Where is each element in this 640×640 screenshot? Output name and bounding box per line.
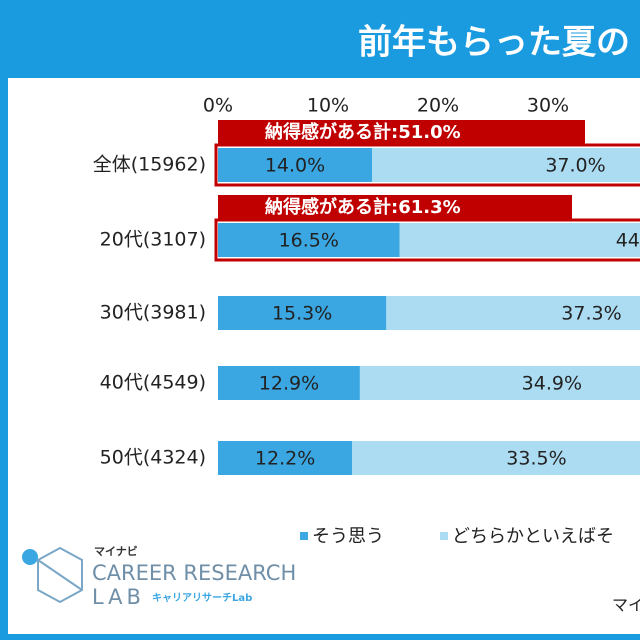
logo-line2: LAB [92, 585, 145, 609]
legend-swatch [300, 532, 308, 540]
chart-title: 前年もらった夏の [358, 23, 630, 63]
bar-segment [352, 441, 640, 475]
value-label: 34.9% [522, 373, 582, 395]
value-label: 12.2% [255, 448, 315, 470]
value-label: 14.0% [265, 155, 325, 177]
bar-segment [218, 223, 400, 257]
x-tick-label: 10% [307, 95, 349, 117]
x-tick-label: 20% [417, 95, 459, 117]
y-tick-label: 全体(15962) [93, 154, 206, 176]
y-tick-label: 30代(3981) [100, 302, 206, 324]
value-label: 33.5% [506, 448, 566, 470]
value-label: 37.3% [561, 303, 621, 325]
logo: マイナビ CAREER RESEARCH LAB キャリアリサーチLab [22, 544, 296, 609]
bar-segment [399, 223, 640, 257]
legend-label: そう思う [312, 526, 384, 547]
y-tick-label: 20代(3107) [100, 229, 206, 251]
bar-segment [372, 148, 640, 182]
bar-segment [218, 296, 387, 330]
logo-icon-line [37, 559, 83, 591]
legend-swatch [440, 532, 448, 540]
bar-segment [218, 441, 353, 475]
bar-segment [386, 296, 640, 330]
annotation-text: 納得感がある計:61.3% [265, 196, 461, 218]
value-label: 16.5% [279, 230, 339, 252]
bar-segment [218, 366, 360, 400]
y-tick-label: 40代(4549) [100, 372, 206, 394]
value-label: 37.0% [545, 155, 605, 177]
bar-segment [359, 366, 640, 400]
logo-brand: マイナビ [94, 544, 138, 558]
source: マイ [612, 596, 640, 615]
annotation-box [218, 120, 585, 146]
y-tick-label: 50代(4324) [100, 447, 206, 469]
x-tick-label: 0% [203, 95, 233, 117]
value-label: 12.9% [259, 373, 319, 395]
logo-line1: CAREER RESEARCH [92, 561, 296, 585]
annotation-text: 納得感がある計:51.0% [265, 121, 461, 143]
x-tick-label: 30% [527, 95, 569, 117]
value-label: 44.8% [616, 230, 640, 252]
legend-label: どちらかといえばそ [452, 526, 614, 547]
logo-dot [22, 549, 38, 565]
bar-segment [218, 148, 372, 182]
logo-sub: キャリアリサーチLab [152, 592, 252, 604]
annotation-box [218, 195, 572, 221]
value-label: 15.3% [272, 303, 332, 325]
